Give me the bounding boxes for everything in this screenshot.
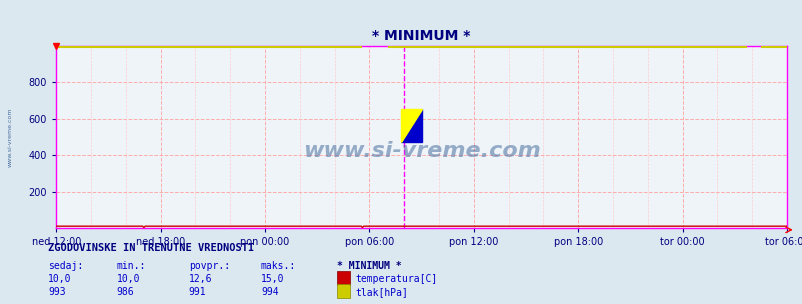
Text: 991: 991: [188, 287, 206, 297]
Text: 10,0: 10,0: [116, 274, 140, 284]
Text: ZGODOVINSKE IN TRENUTNE VREDNOSTI: ZGODOVINSKE IN TRENUTNE VREDNOSTI: [48, 243, 254, 253]
Text: min.:: min.:: [116, 261, 146, 271]
Text: 994: 994: [261, 287, 278, 297]
Text: sedaj:: sedaj:: [48, 261, 83, 271]
Text: www.si-vreme.com: www.si-vreme.com: [8, 107, 13, 167]
Title: * MINIMUM *: * MINIMUM *: [372, 29, 470, 43]
Text: tlak[hPa]: tlak[hPa]: [354, 287, 407, 297]
Text: 993: 993: [48, 287, 66, 297]
Text: * MINIMUM *: * MINIMUM *: [337, 261, 401, 271]
Text: 986: 986: [116, 287, 134, 297]
Text: www.si-vreme.com: www.si-vreme.com: [302, 141, 540, 161]
Text: temperatura[C]: temperatura[C]: [354, 274, 436, 284]
Text: 10,0: 10,0: [48, 274, 71, 284]
Text: povpr.:: povpr.:: [188, 261, 229, 271]
Text: 15,0: 15,0: [261, 274, 284, 284]
Polygon shape: [400, 109, 422, 142]
Text: maks.:: maks.:: [261, 261, 296, 271]
Polygon shape: [400, 109, 422, 142]
Text: 12,6: 12,6: [188, 274, 212, 284]
